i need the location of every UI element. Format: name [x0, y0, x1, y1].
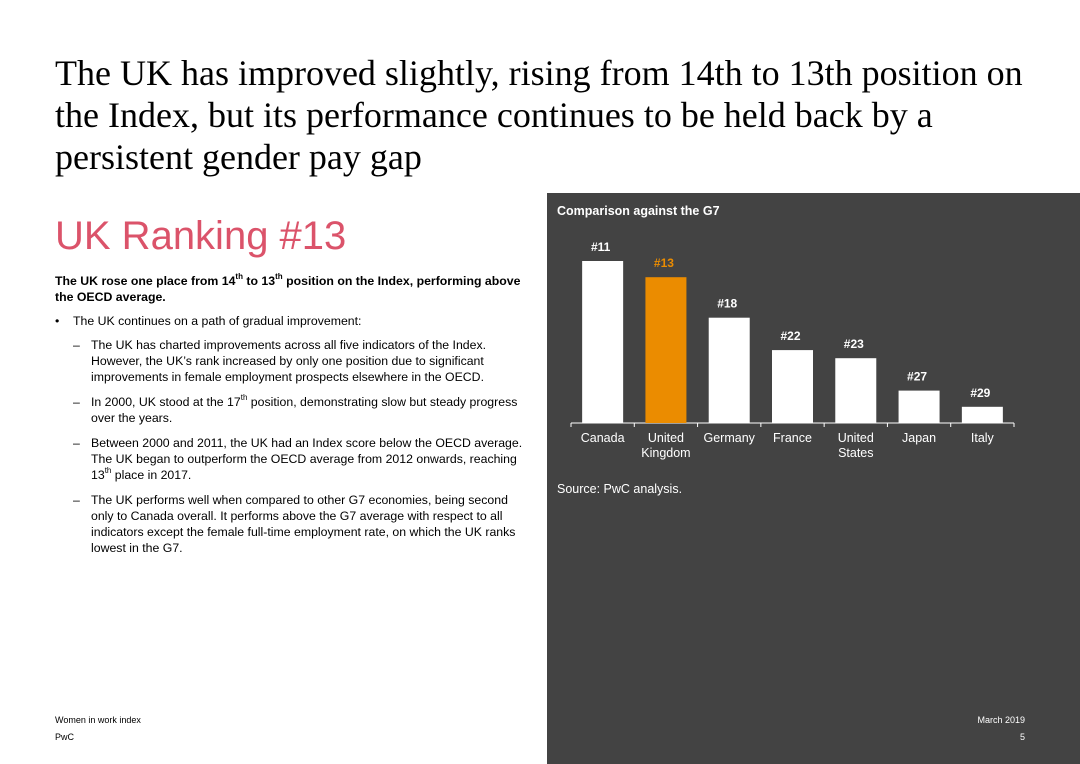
- data-label-5: #27: [907, 370, 927, 384]
- g7-ranking-chart: #11Canada#13UnitedKingdom#18Germany#22Fr…: [570, 240, 1015, 460]
- x-tick-label-3-0: France: [773, 431, 812, 445]
- sub-bullet-3: – Between 2000 and 2011, the UK had an In…: [73, 436, 523, 482]
- bar-1: [645, 277, 687, 423]
- x-tick-label-5-0: Japan: [902, 431, 936, 445]
- page-number: 5: [1019, 732, 1025, 742]
- bar-0: [582, 261, 624, 423]
- data-label-1: #13: [654, 256, 674, 270]
- footer-org: PwC: [55, 732, 75, 742]
- chart-title: Comparison against the G7: [557, 204, 720, 218]
- chart-source: Source: PwC analysis.: [557, 482, 683, 496]
- bar-4: [835, 358, 877, 423]
- bar-5: [898, 390, 940, 423]
- sub-bullet-4: – The UK performs well when compared to o…: [73, 493, 516, 555]
- sub-bullet-2: – In 2000, UK stood at the 17th position,…: [73, 392, 518, 425]
- x-tick-label-4-0: United: [838, 431, 874, 445]
- ranking-heading: UK Ranking #13: [55, 214, 347, 258]
- x-tick-label-4-1: States: [838, 446, 873, 460]
- bar-2: [708, 317, 750, 423]
- x-tick-label-2-0: Germany: [704, 431, 756, 445]
- x-tick-label-6-0: Italy: [971, 431, 995, 445]
- footer-left: Women in work index PwC: [55, 712, 141, 746]
- chart-panel: Comparison against the G7 #11 Canada #13 Un…: [547, 193, 1080, 764]
- data-label-3: #22: [780, 329, 800, 343]
- data-label-2: #18: [717, 297, 737, 311]
- bar-3: [772, 350, 813, 423]
- bullet-mark: •: [55, 314, 60, 328]
- x-tick-label-1-0: United: [648, 431, 684, 445]
- body-text: The UK rose one place from 14th to 13th …: [55, 271, 530, 565]
- data-label-6: #29: [970, 386, 990, 400]
- footer-report-name: Women in work index: [55, 715, 141, 725]
- footer-right: March 2019 5: [900, 712, 1025, 746]
- bullet-item: • The UK continues on a path of gradual i…: [55, 314, 362, 328]
- data-label-4: #23: [844, 337, 864, 351]
- slide-title: The UK has improved slightly, rising fro…: [55, 53, 1023, 177]
- bar-6: [961, 406, 1003, 423]
- lead-paragraph: The UK rose one place from 14th to 13th …: [55, 271, 521, 304]
- data-label-0: #11: [591, 240, 611, 254]
- sub-bullet-1: – The UK has charted improvements across …: [73, 338, 487, 384]
- x-tick-label-1-1: Kingdom: [641, 446, 690, 460]
- x-tick-label-0-0: Canada: [581, 431, 625, 445]
- footer-date: March 2019: [977, 715, 1025, 725]
